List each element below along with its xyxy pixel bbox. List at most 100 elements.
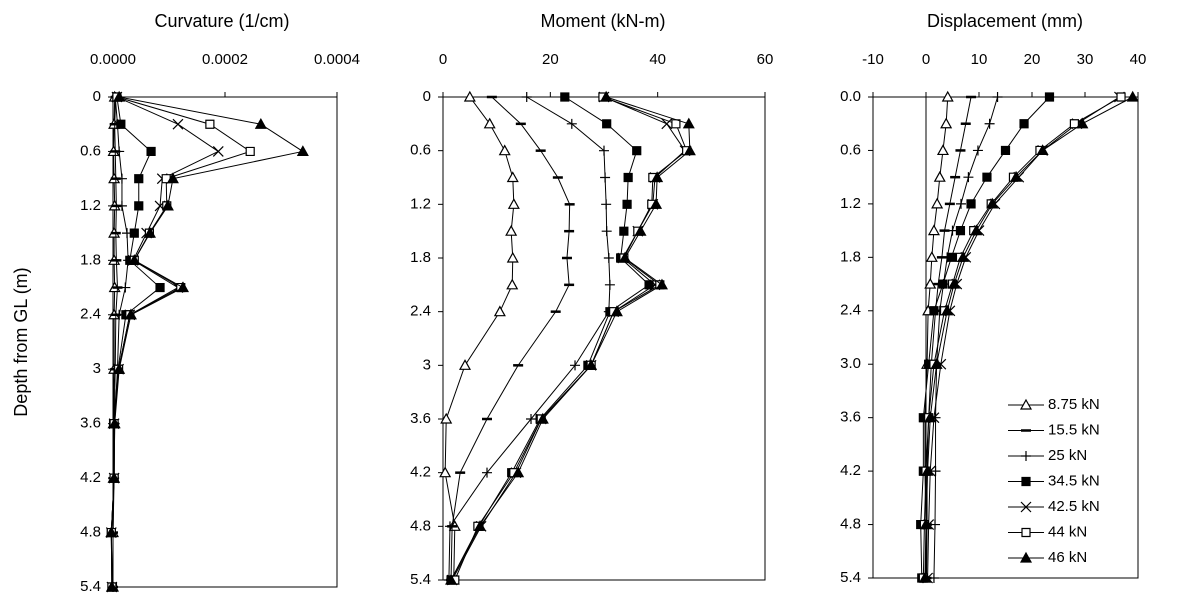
x-tick-label: 10	[971, 51, 988, 68]
y-tick-label: 0	[93, 88, 101, 105]
series-line	[933, 96, 999, 579]
marker	[972, 145, 983, 156]
y-tick-label: 2.4	[410, 303, 431, 320]
marker	[938, 279, 948, 289]
marker	[212, 146, 224, 157]
y-tick-label: 3.0	[840, 355, 861, 372]
legend-marker	[1021, 527, 1031, 538]
marker	[619, 226, 629, 236]
marker	[146, 146, 156, 157]
y-tick-label: 3	[93, 360, 101, 377]
y-tick-label: 1.8	[410, 249, 431, 266]
x-tick-label: 30	[1077, 51, 1094, 68]
marker	[570, 360, 581, 371]
marker	[1116, 92, 1126, 102]
marker	[634, 224, 647, 236]
marker	[560, 92, 570, 102]
marker	[161, 199, 174, 211]
marker	[1076, 117, 1089, 129]
marker	[105, 526, 118, 538]
series-line	[450, 96, 691, 581]
marker	[947, 225, 958, 236]
marker	[1019, 119, 1029, 129]
marker	[1010, 170, 1023, 182]
marker	[601, 199, 612, 210]
marker	[458, 359, 472, 370]
marker	[254, 117, 267, 129]
marker	[143, 226, 156, 238]
marker	[482, 467, 493, 478]
x-tick-label: 40	[1130, 51, 1147, 68]
marker	[506, 278, 519, 290]
marker	[982, 172, 992, 182]
marker	[116, 119, 126, 129]
chart-title: Moment (kN-m)	[541, 11, 666, 31]
plot-frame	[112, 96, 338, 588]
marker	[116, 173, 127, 184]
marker	[924, 411, 937, 423]
marker	[440, 412, 453, 424]
marker	[928, 573, 939, 583]
marker	[445, 573, 458, 585]
marker	[963, 172, 974, 183]
marker	[296, 145, 309, 157]
marker	[940, 117, 953, 129]
legend-marker	[1019, 398, 1033, 410]
marker	[623, 172, 633, 183]
marker	[128, 254, 141, 265]
y-tick-label: 0.6	[840, 141, 861, 158]
y-tick-label: 5.4	[840, 569, 861, 586]
marker	[610, 305, 623, 317]
marker	[566, 118, 577, 129]
marker	[933, 170, 946, 182]
series-line	[110, 96, 305, 588]
marker	[493, 305, 506, 317]
marker	[966, 199, 976, 209]
marker	[600, 90, 613, 102]
marker	[108, 417, 121, 429]
marker	[599, 145, 609, 156]
y-tick-label: 4.2	[80, 469, 101, 486]
marker	[602, 119, 612, 129]
marker	[444, 521, 455, 532]
marker	[683, 144, 696, 156]
y-tick-label: 0	[423, 88, 431, 105]
marker	[655, 278, 668, 290]
marker	[498, 144, 511, 156]
marker	[919, 518, 933, 530]
legend-marker	[1021, 476, 1031, 487]
y-tick-label: 3.6	[80, 415, 101, 432]
series-line	[451, 96, 686, 581]
marker	[925, 251, 938, 262]
y-tick-label: 4.2	[410, 464, 431, 481]
series-line	[444, 96, 515, 581]
marker	[116, 200, 127, 211]
y-tick-label: 3.6	[840, 409, 861, 426]
marker	[585, 359, 598, 370]
marker	[984, 118, 995, 129]
marker	[941, 304, 954, 316]
y-tick-label: 4.8	[80, 524, 101, 541]
y-tick-label: 4.8	[410, 517, 431, 534]
marker	[986, 197, 999, 209]
marker	[927, 224, 940, 236]
marker	[105, 580, 118, 592]
marker	[1044, 92, 1055, 102]
marker	[941, 90, 954, 102]
marker	[601, 226, 612, 237]
series-line	[920, 96, 1050, 579]
marker	[1036, 144, 1049, 156]
marker	[600, 172, 611, 183]
marker	[931, 197, 944, 209]
y-tick-label: 1.8	[840, 248, 861, 265]
marker	[955, 226, 966, 236]
marker	[661, 118, 673, 130]
x-tick-label: 0.0002	[202, 51, 248, 68]
y-tick-label: 5.4	[410, 571, 431, 588]
y-tick-label: 0.6	[410, 142, 431, 159]
legend-marker	[1020, 501, 1032, 513]
y-tick-label: 1.2	[80, 197, 101, 214]
marker	[682, 117, 695, 129]
marker	[946, 252, 957, 262]
